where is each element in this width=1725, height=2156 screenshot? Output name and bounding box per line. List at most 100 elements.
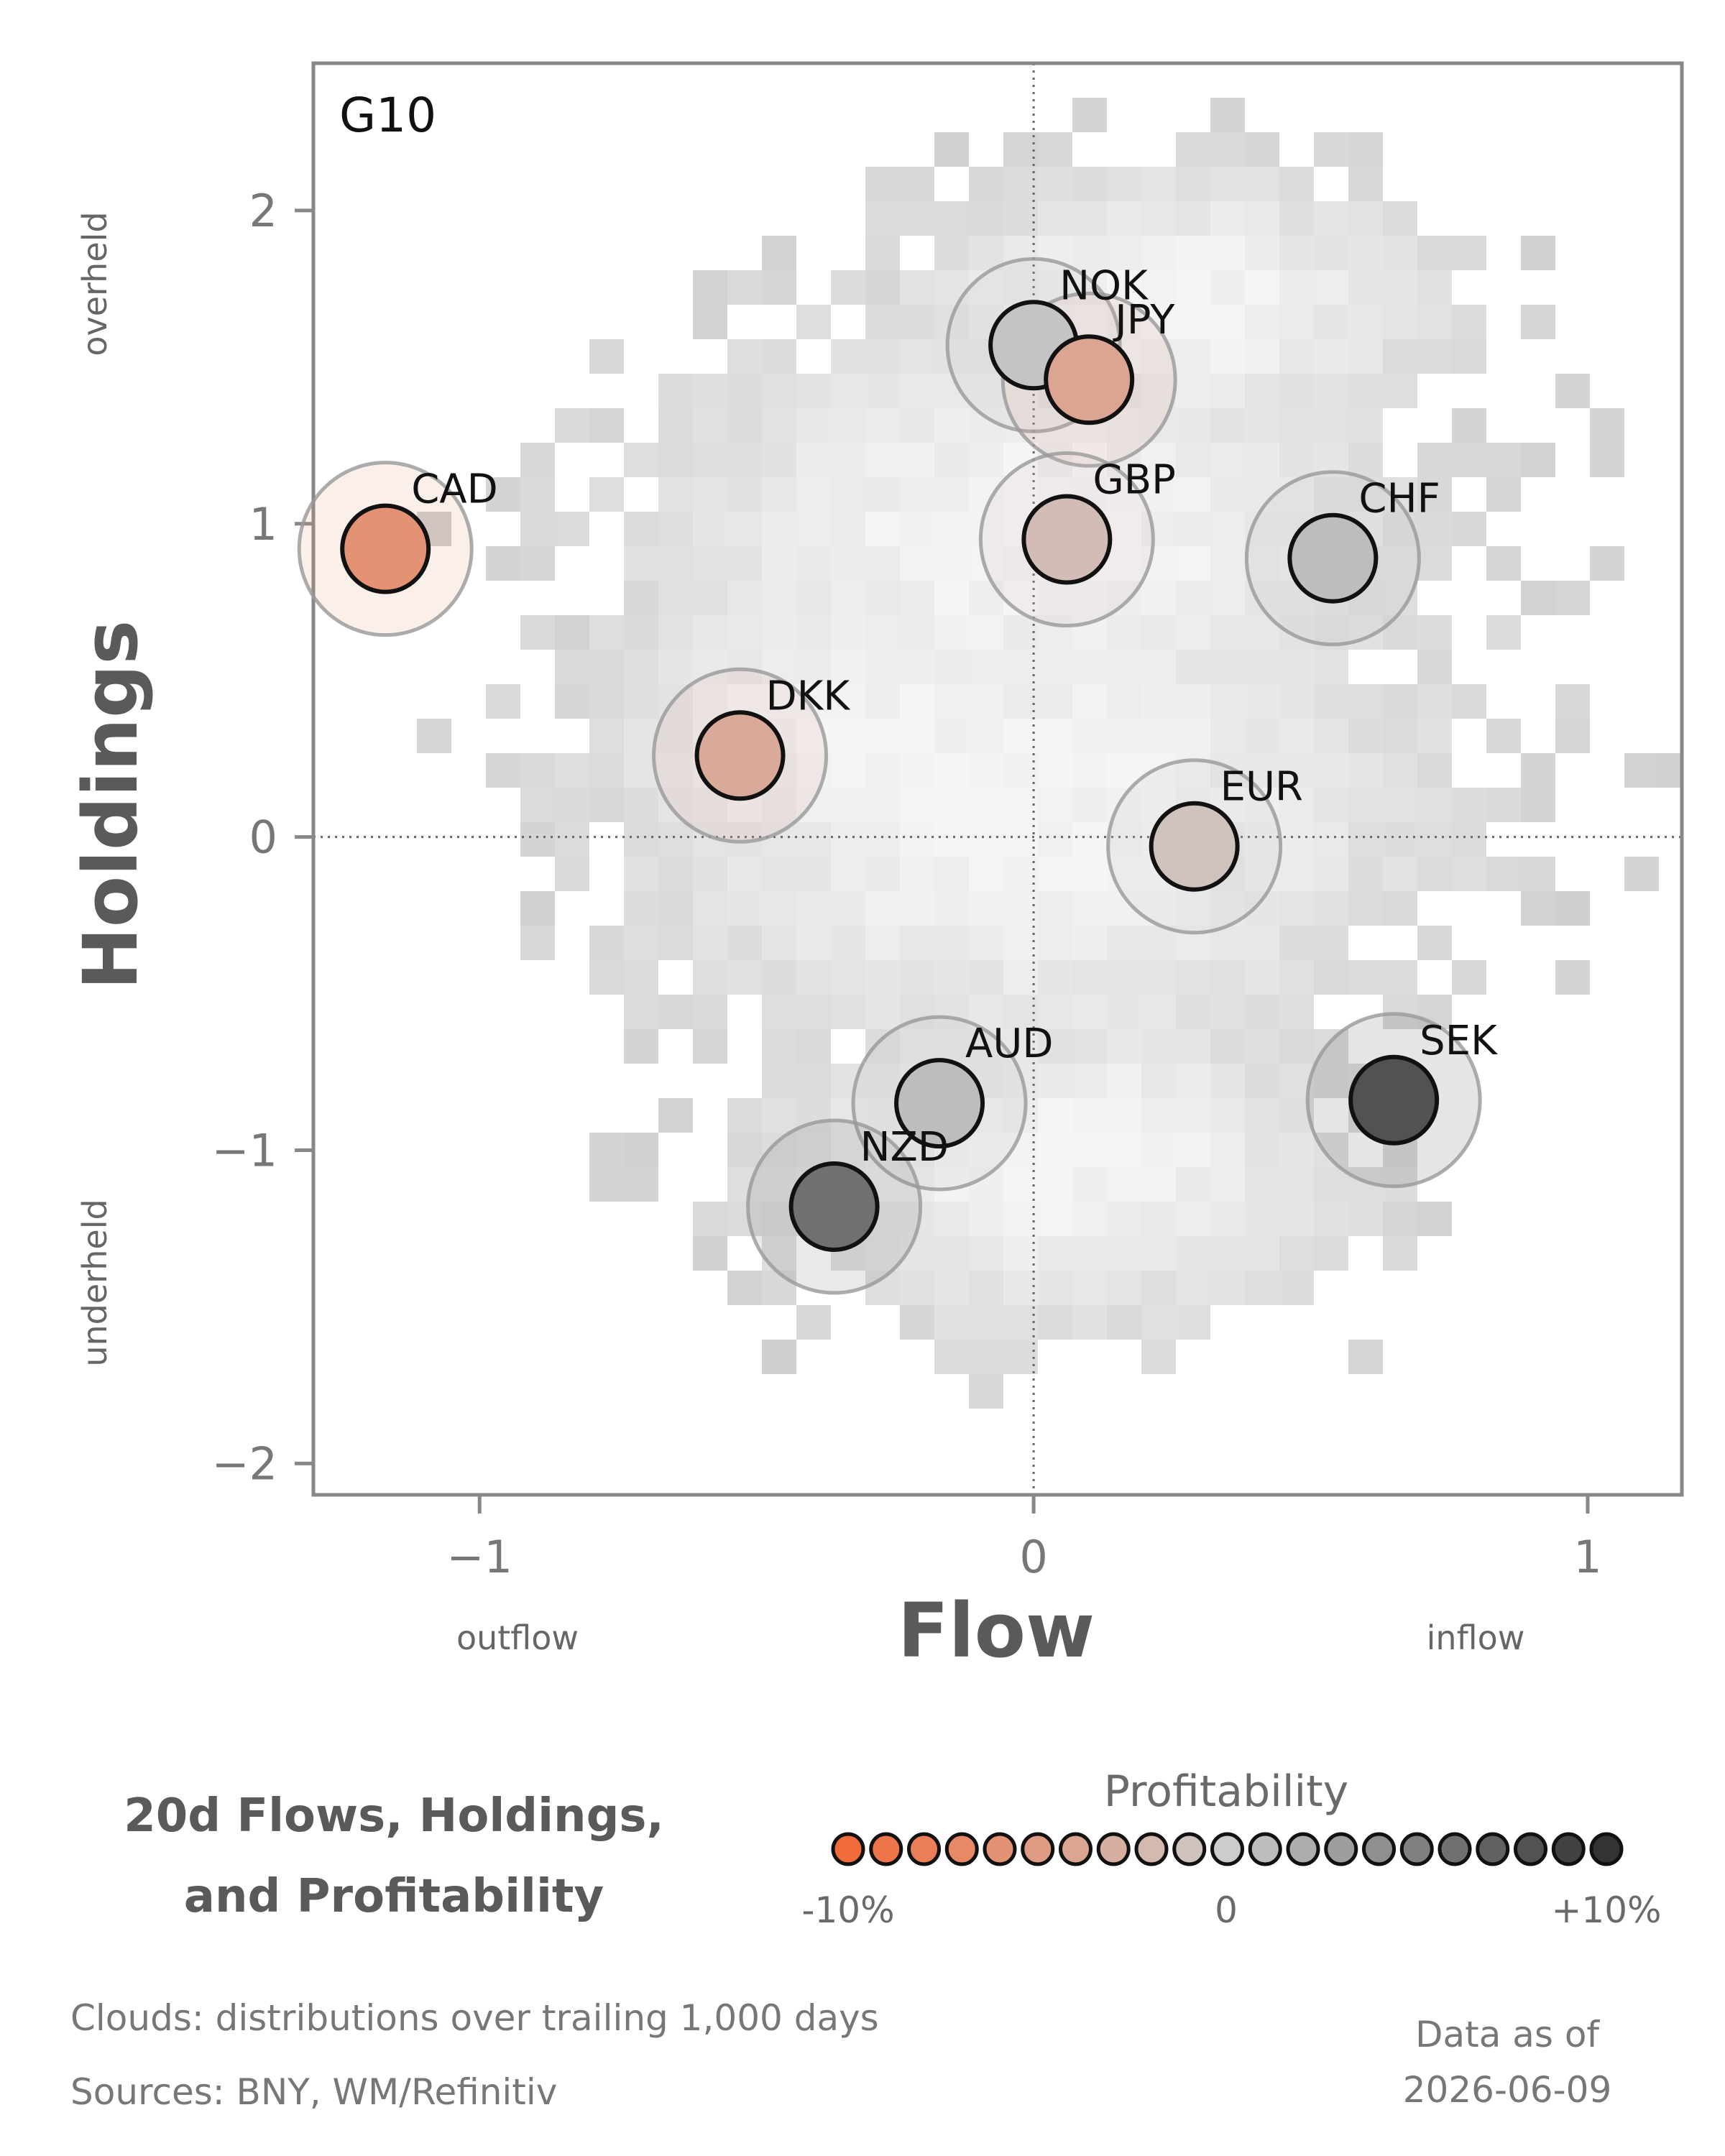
cloud-cell <box>762 926 796 960</box>
cloud-cell <box>865 1029 900 1064</box>
cloud-cell <box>969 546 1003 581</box>
cloud-cell <box>1141 753 1176 788</box>
cloud-cell <box>1038 753 1072 788</box>
cloud-cell <box>796 1133 831 1167</box>
cloud-cell <box>1417 753 1452 788</box>
cloud-cell <box>1038 650 1072 684</box>
cloud-cell <box>693 891 727 926</box>
cloud-cell <box>486 546 520 581</box>
cloud-cell <box>1072 201 1107 236</box>
cloud-cell <box>693 305 727 339</box>
cloud-cell <box>1003 891 1038 926</box>
cloud-cell <box>727 408 762 443</box>
cloud-cell <box>900 684 934 719</box>
cloud-cell <box>1245 1029 1279 1064</box>
cloud-cell <box>1624 753 1659 788</box>
chart-heading-line2: and Profitability <box>184 1870 604 1923</box>
cloud-cell <box>1314 1236 1348 1271</box>
y-tick-label: 0 <box>249 811 277 864</box>
cloud-cell <box>658 753 693 788</box>
cloud-cell <box>1417 1202 1452 1236</box>
cloud-cell <box>865 857 900 891</box>
cloud-cell <box>1521 788 1555 822</box>
cloud-cell <box>796 995 831 1029</box>
cloud-cell <box>727 270 762 305</box>
cloud-cell <box>1210 1029 1245 1064</box>
cloud-cell <box>831 339 865 374</box>
cloud-cell <box>727 1202 762 1236</box>
cloud-cell <box>969 926 1003 960</box>
cloud-cell <box>1141 305 1176 339</box>
cloud-cell <box>1452 857 1486 891</box>
cloud-cell <box>1003 1271 1038 1305</box>
cloud-cell <box>1107 926 1141 960</box>
cloud-cell <box>900 719 934 753</box>
cloud-cell <box>1107 995 1141 1029</box>
cloud-cell <box>624 1167 658 1202</box>
legend-swatch <box>1476 1832 1510 1866</box>
cloud-cell <box>762 788 796 822</box>
cloud-cell <box>624 788 658 822</box>
cloud-cell <box>589 788 624 822</box>
cloud-cell <box>762 477 796 512</box>
cloud-cell <box>831 477 865 512</box>
cloud-cell <box>1521 857 1555 891</box>
cloud-cell <box>1210 98 1245 132</box>
chart-heading-line1: 20d Flows, Holdings, <box>124 1789 664 1843</box>
cloud-cell <box>1555 581 1590 615</box>
cloud-cell <box>934 1271 969 1305</box>
cloud-cell <box>1383 719 1417 753</box>
cloud-cell <box>658 408 693 443</box>
cloud-cell <box>624 891 658 926</box>
cloud-cell <box>1245 236 1279 270</box>
cloud-cell <box>1279 822 1314 857</box>
cloud-cell <box>934 408 969 443</box>
y-side-label-overheld: overheld <box>75 211 114 356</box>
cloud-cell <box>1417 236 1452 270</box>
cloud-cell <box>934 236 969 270</box>
legend-swatch <box>1551 1832 1586 1866</box>
cloud-cell <box>1176 305 1210 339</box>
cloud-cell <box>693 926 727 960</box>
cloud-cell <box>1141 581 1176 615</box>
cloud-cell <box>1038 891 1072 926</box>
cloud-cell <box>1314 650 1348 684</box>
cloud-cell <box>1107 236 1141 270</box>
cloud-cell <box>1383 788 1417 822</box>
cloud-cell <box>762 891 796 926</box>
cloud-cell <box>1279 167 1314 201</box>
cloud-cell <box>1141 1236 1176 1271</box>
cloud-cell <box>1038 132 1072 167</box>
cloud-cell <box>1314 719 1348 753</box>
cloud-cell <box>934 132 969 167</box>
cloud-cell <box>1245 546 1279 581</box>
cloud-cell <box>1279 408 1314 443</box>
cloud-cell <box>1279 891 1314 926</box>
cloud-cell <box>1486 443 1521 477</box>
cloud-cell <box>1417 477 1452 512</box>
cloud-cell <box>1003 201 1038 236</box>
cloud-cell <box>1176 1271 1210 1305</box>
cloud-cell <box>727 1133 762 1167</box>
x-axis-title: Flow <box>898 1587 1095 1674</box>
cloud-cell <box>1003 1133 1038 1167</box>
cloud-cell <box>1003 1305 1038 1340</box>
cloud-cell <box>1072 753 1107 788</box>
cloud-cell <box>1003 960 1038 995</box>
cloud-cell <box>1072 1271 1107 1305</box>
cloud-cell <box>1452 443 1486 477</box>
cloud-cell <box>969 1029 1003 1064</box>
cloud-cell <box>1417 305 1452 339</box>
cloud-cell <box>658 1098 693 1133</box>
cloud-cell <box>796 443 831 477</box>
cloud-cell <box>1383 339 1417 374</box>
cloud-cell <box>555 408 589 443</box>
cloud-cell <box>1141 512 1176 546</box>
cloud-cell <box>1279 374 1314 408</box>
cloud-cell <box>796 891 831 926</box>
cloud-cell <box>1003 1167 1038 1202</box>
cloud-cell <box>865 891 900 926</box>
legend-swatch <box>1362 1832 1396 1866</box>
cloud-cell <box>520 477 555 512</box>
